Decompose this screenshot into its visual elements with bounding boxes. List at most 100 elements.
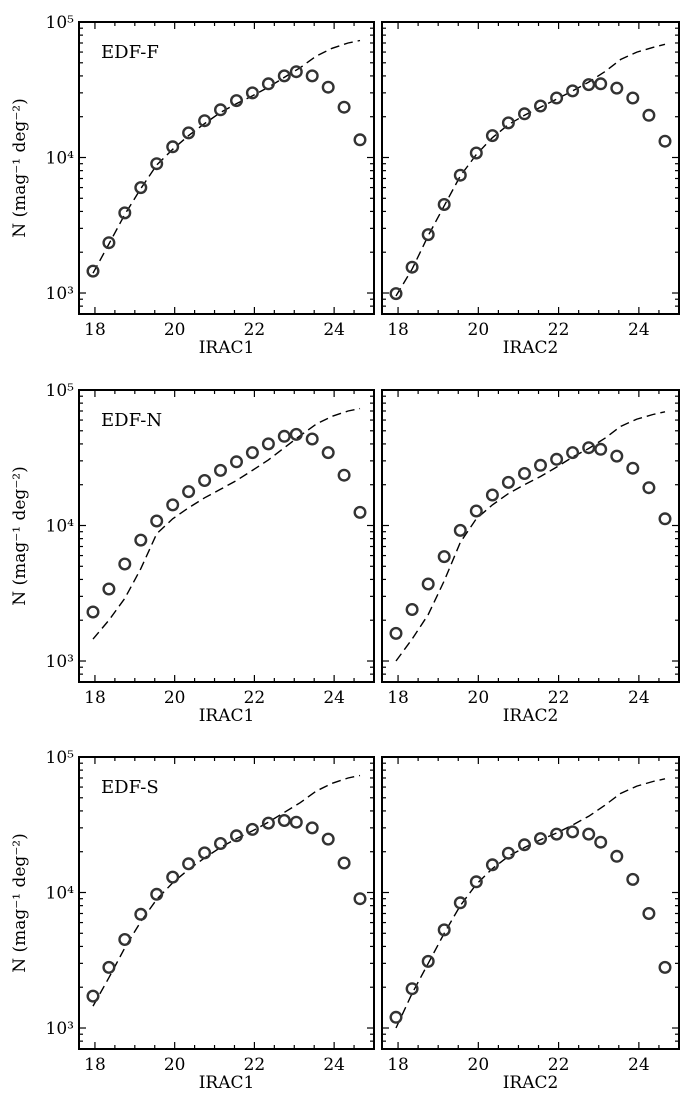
y-axis-label: N (mag⁻¹ deg⁻²): [10, 833, 30, 973]
observed-point: [594, 835, 608, 849]
x-tick-label: 20: [468, 320, 490, 340]
observed-point: [453, 896, 467, 910]
observed-point: [389, 287, 403, 301]
observed-point: [501, 116, 515, 130]
observed-point: [550, 452, 564, 466]
y-tick-label: 10³: [46, 652, 74, 672]
observed-point: [198, 114, 212, 128]
observed-point: [305, 821, 319, 835]
x-tick-label: 24: [323, 688, 345, 708]
observed-point: [534, 458, 548, 472]
observed-point: [437, 923, 451, 937]
observed-point: [150, 157, 164, 171]
x-tick-label: 20: [164, 320, 186, 340]
x-tick-label: 22: [548, 688, 570, 708]
observed-point: [134, 181, 148, 195]
observed-point: [658, 512, 672, 526]
observed-point: [321, 832, 335, 846]
observed-point: [166, 140, 180, 154]
observed-point: [86, 264, 100, 278]
observed-point: [150, 887, 164, 901]
observed-point: [642, 108, 656, 122]
observed-point: [86, 989, 100, 1003]
x-tick-label: 22: [548, 320, 570, 340]
observed-point: [405, 982, 419, 996]
y-tick-label: 10⁵: [46, 381, 75, 401]
model-curve: [395, 778, 666, 1029]
observed-point: [594, 77, 608, 91]
observed-point: [134, 533, 148, 547]
observed-point: [245, 822, 259, 836]
field-label: EDF-S: [101, 777, 159, 798]
observed-point: [353, 133, 367, 147]
observed-point: [182, 485, 196, 499]
observed-point: [337, 468, 351, 482]
x-tick-label: 20: [468, 688, 490, 708]
x-tick-label: 18: [387, 688, 409, 708]
observed-point: [134, 907, 148, 921]
x-tick-label: 24: [323, 1055, 345, 1075]
observed-point: [437, 550, 451, 564]
x-axis-label: IRAC2: [503, 706, 559, 726]
observed-point: [229, 455, 243, 469]
observed-point: [550, 827, 564, 841]
observed-point: [277, 69, 291, 83]
observed-point: [102, 960, 116, 974]
model-curve: [92, 407, 361, 640]
observed-point: [610, 449, 624, 463]
observed-point: [469, 504, 483, 518]
observed-point: [213, 837, 227, 851]
x-tick-label: 22: [244, 1055, 266, 1075]
observed-point: [213, 463, 227, 477]
observed-point: [245, 86, 259, 100]
observed-point: [289, 815, 303, 829]
observed-point: [229, 94, 243, 108]
y-tick-label: 10⁴: [46, 884, 75, 904]
observed-point: [166, 498, 180, 512]
observed-point: [405, 260, 419, 274]
observed-point: [437, 197, 451, 211]
x-tick-label: 22: [244, 688, 266, 708]
observed-point: [182, 857, 196, 871]
observed-point: [518, 838, 532, 852]
x-tick-label: 18: [387, 320, 409, 340]
y-tick-label: 10⁴: [46, 149, 75, 169]
observed-point: [305, 432, 319, 446]
x-tick-label: 18: [84, 320, 106, 340]
observed-point: [485, 129, 499, 143]
y-axis-label: N (mag⁻¹ deg⁻²): [10, 98, 30, 238]
observed-point: [501, 475, 515, 489]
observed-point: [353, 505, 367, 519]
observed-point: [198, 474, 212, 488]
panel-2: 18 20 22 24 IRAC2: [381, 21, 680, 358]
panel-6: 18 20 22 24 IRAC2: [381, 756, 680, 1093]
x-tick-label: 22: [244, 320, 266, 340]
observed-point: [566, 446, 580, 460]
observed-point: [610, 849, 624, 863]
observed-point: [485, 488, 499, 502]
observed-point: [305, 69, 319, 83]
panel-1: 18 20 22 24 IRAC1 10³ 10⁴ 10⁵ EDF-F N (mag⁻¹ deg⁻…: [10, 13, 375, 358]
model-curve: [92, 39, 361, 274]
model-curve: [395, 411, 666, 662]
x-tick-label: 18: [84, 1055, 106, 1075]
y-axis-label: N (mag⁻¹ deg⁻²): [10, 466, 30, 606]
observed-point: [582, 441, 596, 455]
observed-point: [321, 446, 335, 460]
observed-point: [658, 134, 672, 148]
observed-point: [642, 907, 656, 921]
observed-point: [353, 892, 367, 906]
observed-point: [289, 65, 303, 79]
x-tick-label: 22: [548, 1055, 570, 1075]
observed-point: [453, 168, 467, 182]
observed-point: [277, 814, 291, 828]
observed-point: [501, 846, 515, 860]
observed-point: [261, 816, 275, 830]
observed-point: [626, 872, 640, 886]
axes-frame: [78, 389, 375, 683]
x-tick-label: 18: [84, 688, 106, 708]
model-curve: [92, 774, 361, 1007]
y-tick-label: 10³: [46, 284, 74, 304]
observed-point: [626, 461, 640, 475]
observed-point: [469, 146, 483, 160]
